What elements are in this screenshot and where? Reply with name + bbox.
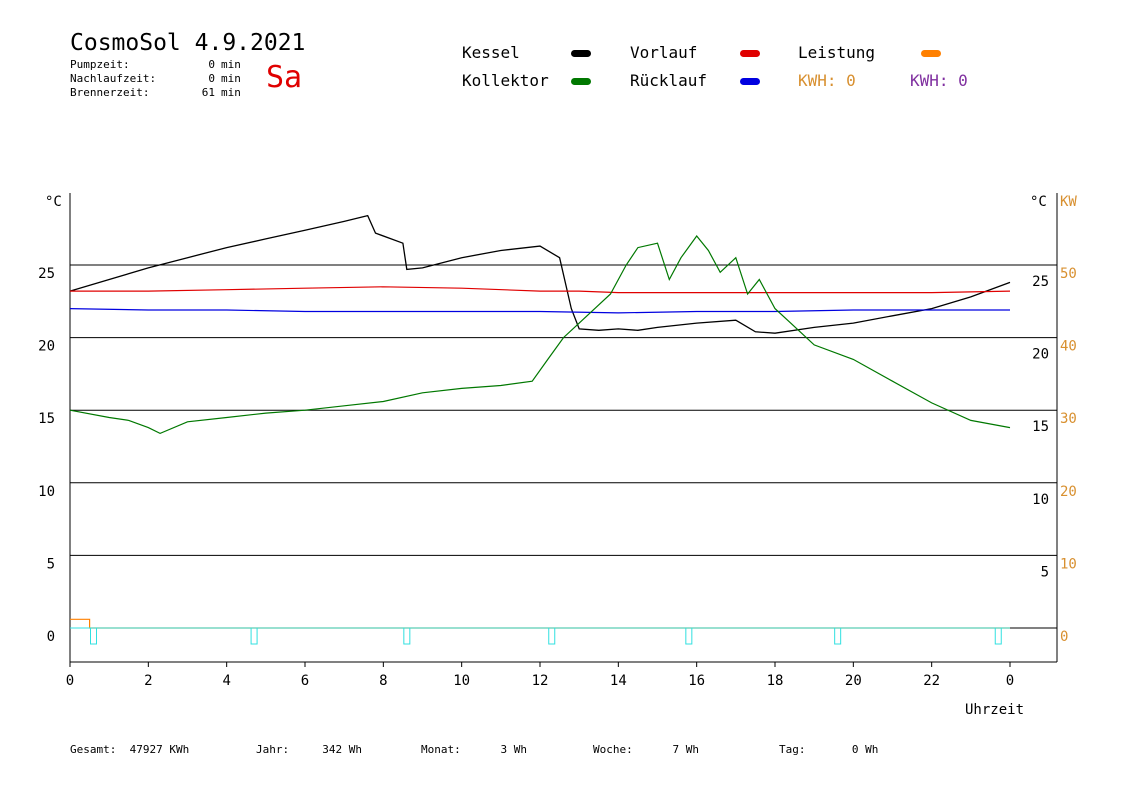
stat-pumpzeit: Pumpzeit: 0 min bbox=[70, 58, 241, 72]
x-tick-label: 16 bbox=[688, 673, 705, 689]
stat-label: Brennerzeit: bbox=[70, 86, 150, 99]
y-tick-label-left: 5 bbox=[47, 556, 55, 572]
y-tick-label-power: 10 bbox=[1060, 556, 1077, 572]
series-ruecklauf-line bbox=[69, 308, 1010, 314]
stat-value: 61 bbox=[201, 86, 215, 99]
y-tick-label-power: 40 bbox=[1060, 339, 1077, 355]
footer-gesamt: Gesamt: 47927 KWh bbox=[70, 743, 189, 756]
weekday-label: Sa bbox=[266, 60, 303, 95]
y-axis-unit-power: KW bbox=[1060, 194, 1077, 210]
x-tick-label: 18 bbox=[767, 673, 784, 689]
legend-kollektor-label: Kollektor bbox=[462, 71, 549, 90]
x-tick-label: 22 bbox=[923, 673, 940, 689]
y-tick-label-left: 15 bbox=[38, 411, 55, 427]
stat-unit: min bbox=[221, 58, 241, 71]
legend-vorlauf-swatch bbox=[740, 50, 760, 57]
x-tick-label: 0 bbox=[1006, 673, 1014, 689]
footer-value: 3 Wh bbox=[500, 743, 528, 756]
x-tick-label: 14 bbox=[610, 673, 627, 689]
series-leistung-line bbox=[70, 618, 1010, 629]
series-vorlauf-line bbox=[70, 286, 1011, 294]
footer-woche: Woche: 7 Wh bbox=[593, 743, 699, 756]
series-pumpe-pulse bbox=[90, 627, 97, 645]
runtime-stats: Pumpzeit: 0 min Nachlaufzeit: 0 min Bren… bbox=[70, 58, 241, 100]
y-tick-label-right: 20 bbox=[1032, 347, 1049, 363]
series-pumpe-pulse bbox=[834, 627, 842, 645]
x-tick-label: 0 bbox=[66, 673, 74, 689]
legend-ruecklauf-label: Rücklauf bbox=[630, 71, 708, 90]
series-pumpe-pulse bbox=[403, 627, 411, 645]
x-axis-label: Uhrzeit bbox=[965, 702, 1024, 718]
stat-value: 0 bbox=[208, 58, 215, 71]
footer-jahr: Jahr: 342 Wh bbox=[256, 743, 362, 756]
y-tick-label-right: 25 bbox=[1032, 274, 1049, 290]
footer-label: Woche: bbox=[593, 743, 633, 756]
stat-value: 0 bbox=[208, 72, 215, 85]
stat-nachlaufzeit: Nachlaufzeit: 0 min bbox=[70, 72, 241, 86]
stat-unit: min bbox=[221, 72, 241, 85]
stat-label: Pumpzeit: bbox=[70, 58, 130, 71]
x-tick-label: 2 bbox=[144, 673, 152, 689]
series-pumpe-pulse bbox=[994, 627, 1002, 645]
y-tick-label-power: 50 bbox=[1060, 266, 1077, 282]
y-tick-label-power: 30 bbox=[1060, 411, 1077, 427]
footer-value: 47927 KWh bbox=[129, 743, 190, 756]
footer-monat: Monat: 3 Wh bbox=[421, 743, 527, 756]
y-tick-label-right: 5 bbox=[1041, 564, 1049, 580]
footer-label: Jahr: bbox=[256, 743, 290, 756]
legend-ruecklauf-swatch bbox=[740, 78, 760, 85]
footer-label: Monat: bbox=[421, 743, 461, 756]
stat-unit: min bbox=[221, 86, 241, 99]
stat-brennerzeit: Brennerzeit: 61 min bbox=[70, 86, 241, 100]
y-axis-unit-left: °C bbox=[45, 194, 62, 210]
legend-leistung-label: Leistung bbox=[798, 43, 876, 62]
x-tick-label: 4 bbox=[222, 673, 230, 689]
legend-kessel-swatch bbox=[571, 50, 591, 57]
kwh-solar: KWH: 0 bbox=[798, 71, 856, 90]
y-tick-label-right: 10 bbox=[1032, 492, 1049, 508]
y-axis-unit-right: °C bbox=[1030, 194, 1047, 210]
y-tick-label-power: 20 bbox=[1060, 484, 1077, 500]
legend-vorlauf-label: Vorlauf bbox=[630, 43, 698, 62]
footer-value: 0 Wh bbox=[851, 743, 879, 756]
series-pumpe-pulse bbox=[548, 627, 556, 645]
series-kollektor-line bbox=[69, 235, 1011, 435]
kwh-burner: KWH: 0 bbox=[910, 71, 968, 90]
y-tick-label-left: 10 bbox=[38, 484, 55, 500]
footer-value: 7 Wh bbox=[672, 743, 700, 756]
footer-value: 342 Wh bbox=[322, 743, 362, 756]
y-tick-label-power: 0 bbox=[1060, 629, 1068, 645]
x-tick-label: 8 bbox=[379, 673, 387, 689]
x-tick-label: 6 bbox=[301, 673, 309, 689]
footer-label: Tag: bbox=[779, 743, 806, 756]
stat-label: Nachlaufzeit: bbox=[70, 72, 157, 85]
series-pumpe-pulse bbox=[685, 627, 693, 645]
series-pumpe-pulse bbox=[250, 627, 258, 645]
footer-label: Gesamt: bbox=[70, 743, 117, 756]
y-tick-label-right: 15 bbox=[1032, 419, 1049, 435]
x-tick-label: 20 bbox=[845, 673, 862, 689]
series-kessel-line bbox=[69, 214, 1011, 334]
legend-kollektor-swatch bbox=[571, 78, 591, 85]
y-tick-label-left: 20 bbox=[38, 339, 55, 355]
y-tick-label-left: 25 bbox=[38, 266, 55, 282]
legend-kessel-label: Kessel bbox=[462, 43, 520, 62]
legend-leistung-swatch bbox=[921, 50, 941, 57]
x-tick-label: 12 bbox=[532, 673, 549, 689]
footer-tag: Tag: 0 Wh bbox=[779, 743, 878, 756]
y-tick-label-left: 0 bbox=[47, 629, 55, 645]
x-tick-label: 10 bbox=[453, 673, 470, 689]
page-title: CosmoSol 4.9.2021 bbox=[70, 30, 306, 56]
